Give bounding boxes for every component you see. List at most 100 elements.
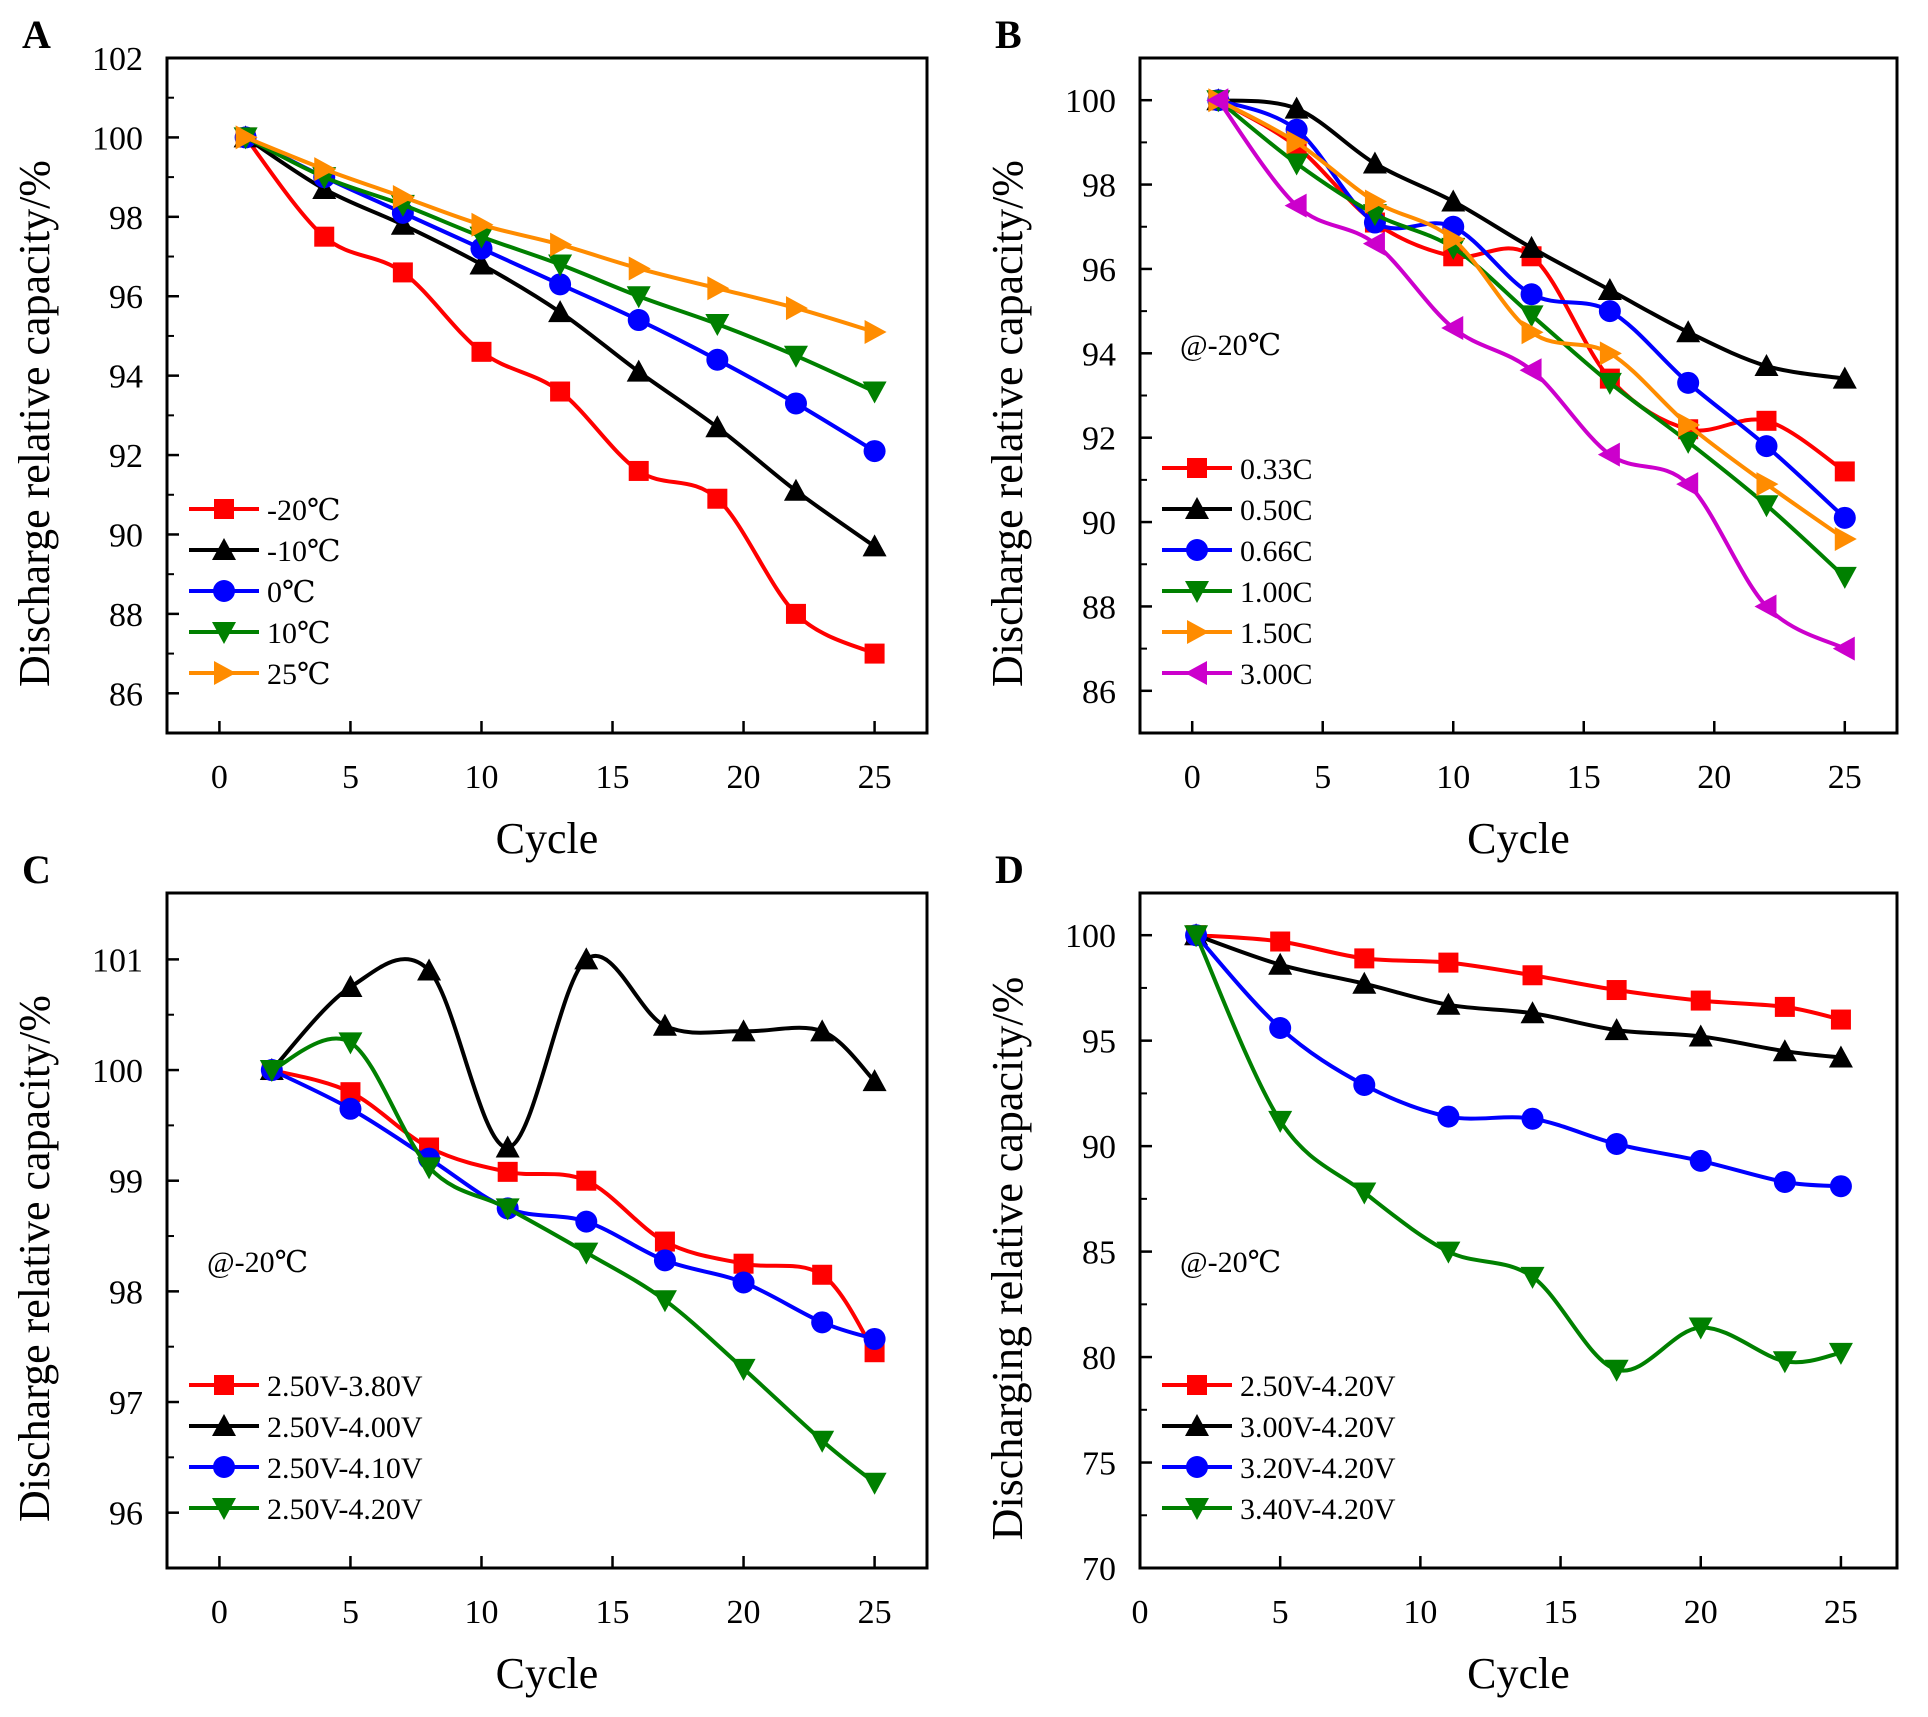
- y-tick-label: 90: [109, 517, 143, 554]
- data-point: [417, 958, 442, 981]
- legend-label: 2.50V-4.00V: [267, 1411, 423, 1444]
- legend-marker: [212, 1414, 236, 1436]
- condition-annotation: @-20℃: [1180, 1246, 1281, 1279]
- data-point: [862, 1069, 887, 1092]
- legend-marker: [1185, 581, 1209, 603]
- data-point: [707, 488, 728, 509]
- y-tick-label: 90: [1082, 1129, 1116, 1166]
- legend-marker: [214, 661, 236, 685]
- y-axis-title: Discharge relative capacity/%: [983, 160, 1032, 687]
- data-point: [863, 440, 886, 463]
- data-point: [1773, 1170, 1796, 1193]
- y-axis-title: Discharge relative capacity/%: [10, 995, 59, 1522]
- data-point: [1605, 1133, 1628, 1156]
- data-point: [1269, 1017, 1292, 1039]
- data-point: [1690, 990, 1711, 1011]
- y-tick-label: 88: [1082, 589, 1116, 626]
- data-point: [1438, 952, 1459, 973]
- y-tick-label: 100: [92, 120, 143, 157]
- data-point: [652, 1013, 677, 1036]
- data-point: [1364, 189, 1387, 214]
- data-point: [1284, 193, 1307, 218]
- data-point: [1597, 372, 1622, 395]
- series-2: [1206, 88, 1857, 389]
- data-point: [235, 125, 258, 150]
- data-point: [732, 1271, 755, 1294]
- data-point: [1834, 526, 1857, 551]
- legend-label: 3.00V-4.20V: [1240, 1411, 1396, 1444]
- data-point: [1520, 283, 1543, 306]
- data-point: [469, 252, 494, 275]
- y-tick-label: 100: [92, 1053, 143, 1090]
- data-point: [1522, 965, 1543, 986]
- legend: 2.50V-4.20V 3.00V-4.20V 3.20V-4.20V 3.40V-4…: [1162, 1370, 1396, 1526]
- y-tick-label: 98: [1082, 168, 1116, 205]
- data-point: [338, 1032, 363, 1055]
- condition-annotation: @-20℃: [207, 1246, 308, 1279]
- data-point: [1772, 1039, 1797, 1062]
- legend-item: 0.66C: [1162, 535, 1313, 568]
- data-point: [1352, 971, 1377, 994]
- x-tick-label: 20: [1684, 1594, 1718, 1631]
- data-point: [548, 254, 573, 277]
- data-point: [1437, 1105, 1460, 1128]
- data-point: [1520, 1266, 1545, 1289]
- x-tick-label: 5: [342, 759, 359, 796]
- legend-marker: [1186, 1456, 1208, 1478]
- x-axis-title: Cycle: [1467, 814, 1570, 863]
- data-point: [314, 226, 335, 247]
- y-tick-label: 94: [1082, 336, 1116, 373]
- data-point: [1436, 1241, 1461, 1264]
- series-2: [233, 125, 887, 557]
- data-point: [783, 345, 808, 368]
- data-point: [863, 1327, 886, 1350]
- data-point: [497, 1161, 518, 1182]
- legend-marker: [1187, 458, 1207, 478]
- y-tick-label: 101: [92, 942, 143, 979]
- data-point: [1688, 1024, 1713, 1047]
- legend-label: 3.40V-4.20V: [1240, 1493, 1396, 1526]
- y-tick-label: 92: [109, 438, 143, 475]
- legend-label: 0.66C: [1240, 535, 1313, 568]
- y-tick-label: 70: [1082, 1551, 1116, 1588]
- x-tick-label: 5: [1314, 759, 1331, 796]
- data-point: [340, 1082, 361, 1103]
- panel-letter: B: [995, 12, 1022, 57]
- data-point: [314, 157, 337, 182]
- x-tick-label: 5: [1272, 1594, 1289, 1631]
- data-point: [1604, 1359, 1629, 1382]
- legend: -20℃ -10℃ 0℃ 10℃ 25℃: [189, 494, 341, 691]
- y-tick-label: 96: [109, 279, 143, 316]
- y-tick-label: 100: [1065, 918, 1116, 955]
- data-point: [550, 381, 571, 402]
- x-axis-title: Cycle: [496, 814, 599, 863]
- data-point: [392, 262, 413, 283]
- data-point: [549, 273, 572, 296]
- series-5: [235, 125, 887, 344]
- data-point: [574, 947, 599, 970]
- x-tick-label: 10: [464, 759, 498, 796]
- legend-label: 2.50V-3.80V: [267, 1370, 423, 1403]
- data-point: [1754, 594, 1777, 619]
- data-point: [1772, 1351, 1797, 1374]
- legend-marker: [213, 1456, 235, 1478]
- y-tick-label: 99: [109, 1164, 143, 1201]
- series-2: [259, 947, 887, 1158]
- data-point: [628, 460, 649, 481]
- series-line: [270, 1068, 876, 1341]
- data-point: [731, 1358, 756, 1381]
- data-point: [1353, 1073, 1376, 1096]
- legend-label: 1.50C: [1240, 617, 1313, 650]
- series-line: [270, 954, 877, 1150]
- data-point: [1443, 227, 1466, 252]
- legend-item: 3.00V-4.20V: [1162, 1411, 1396, 1444]
- plot-frame: [1138, 891, 1899, 1570]
- x-tick-label: 0: [211, 759, 228, 796]
- legend-label: 2.50V-4.10V: [267, 1452, 423, 1485]
- data-point: [575, 1210, 598, 1233]
- legend-marker: [1185, 1498, 1209, 1520]
- legend-marker: [1186, 539, 1208, 561]
- data-point: [1519, 305, 1544, 328]
- legend-marker: [1185, 661, 1207, 685]
